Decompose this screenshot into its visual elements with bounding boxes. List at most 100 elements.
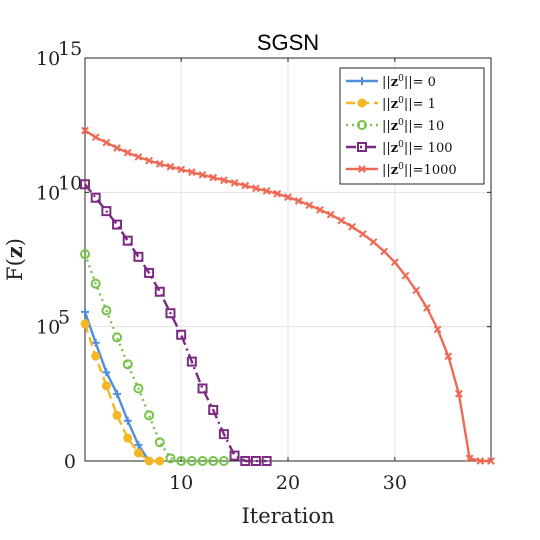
x-tick-label: 10 xyxy=(169,472,193,494)
series-group xyxy=(81,126,495,465)
legend: ||z0||= 0 ||z0||= 1 ||z0||= 10 ||z0||= 100 |… xyxy=(339,67,485,185)
data-point xyxy=(101,206,112,217)
data-point xyxy=(155,159,164,168)
legend-label: ||z0||=1000 xyxy=(382,162,457,178)
data-point xyxy=(165,453,176,464)
data-point xyxy=(476,457,485,465)
data-point xyxy=(487,457,495,465)
data-point xyxy=(337,216,346,225)
data-point xyxy=(112,219,123,230)
data-point xyxy=(91,133,100,142)
data-point xyxy=(284,193,292,202)
data-point xyxy=(197,383,208,394)
data-point xyxy=(165,308,176,319)
series-group xyxy=(80,179,272,466)
data-point xyxy=(186,456,197,466)
data-point xyxy=(166,162,175,171)
data-point xyxy=(102,368,111,377)
data-point xyxy=(80,249,90,260)
data-point xyxy=(144,410,155,421)
data-point xyxy=(91,351,101,361)
data-point xyxy=(123,416,132,425)
data-point xyxy=(273,189,282,198)
data-point xyxy=(358,77,366,85)
data-point xyxy=(252,184,260,193)
data-point xyxy=(154,437,165,448)
data-point xyxy=(145,156,154,165)
data-point xyxy=(187,168,196,177)
data-point xyxy=(133,251,144,262)
data-point xyxy=(101,305,112,316)
data-point xyxy=(81,126,89,135)
data-point xyxy=(326,210,335,219)
data-point xyxy=(197,456,208,466)
data-point xyxy=(229,450,240,461)
data-point xyxy=(90,192,101,203)
tick-marks xyxy=(85,57,491,462)
y-tick-label: 10 xyxy=(36,182,60,204)
data-point xyxy=(358,230,367,238)
data-point xyxy=(113,144,121,152)
y-tick-label: 10 xyxy=(36,317,60,339)
y-axis-label: F(z) xyxy=(2,238,27,281)
data-point xyxy=(380,247,389,256)
y-tick-label: 0 xyxy=(64,451,76,473)
data-point xyxy=(176,329,187,340)
data-point xyxy=(241,181,250,190)
data-point xyxy=(444,352,453,361)
data-point xyxy=(91,338,100,347)
series-line xyxy=(84,183,267,463)
data-point xyxy=(90,278,101,289)
data-point xyxy=(357,120,367,130)
x-axis-label: Iteration xyxy=(241,504,334,528)
data-point xyxy=(218,429,229,440)
data-point xyxy=(134,440,143,449)
y-tick-exponent: 5 xyxy=(58,307,70,329)
series-group xyxy=(80,249,229,466)
legend-label: ||z0||= 10 xyxy=(382,118,444,134)
data-point xyxy=(240,456,251,466)
data-point xyxy=(123,148,132,157)
data-point xyxy=(112,410,122,420)
data-point xyxy=(390,258,399,267)
data-point xyxy=(208,456,219,466)
data-point xyxy=(122,235,133,246)
data-point xyxy=(422,303,431,312)
data-point xyxy=(134,152,143,161)
legend-label: ||z0||= 100 xyxy=(382,140,453,156)
data-point xyxy=(177,165,186,174)
data-point xyxy=(250,456,261,466)
data-point xyxy=(209,173,218,182)
data-point xyxy=(102,138,111,147)
legend-label: ||z0||= 1 xyxy=(382,96,436,112)
data-point xyxy=(412,286,421,295)
x-tick-label: 20 xyxy=(276,472,300,494)
data-point xyxy=(219,176,228,185)
data-point xyxy=(122,359,133,370)
data-point xyxy=(358,165,366,173)
data-point xyxy=(262,187,271,195)
data-point xyxy=(305,201,314,210)
data-point xyxy=(369,238,378,246)
data-point xyxy=(154,286,165,297)
data-point xyxy=(133,448,143,458)
data-point xyxy=(186,356,197,367)
data-point xyxy=(357,142,367,152)
legend-label: ||z0||= 0 xyxy=(382,74,436,90)
data-point xyxy=(465,454,474,463)
series-line xyxy=(83,253,224,463)
data-point xyxy=(357,98,367,108)
data-point xyxy=(101,381,111,391)
data-point xyxy=(261,456,272,466)
y-tick-exponent: 10 xyxy=(58,172,82,194)
series-group xyxy=(80,319,165,466)
data-point xyxy=(123,433,133,443)
data-point xyxy=(230,179,239,187)
data-point xyxy=(401,271,410,280)
x-tick-label: 30 xyxy=(383,472,407,494)
data-point xyxy=(176,456,187,466)
data-point xyxy=(81,307,89,316)
data-point xyxy=(144,267,155,278)
